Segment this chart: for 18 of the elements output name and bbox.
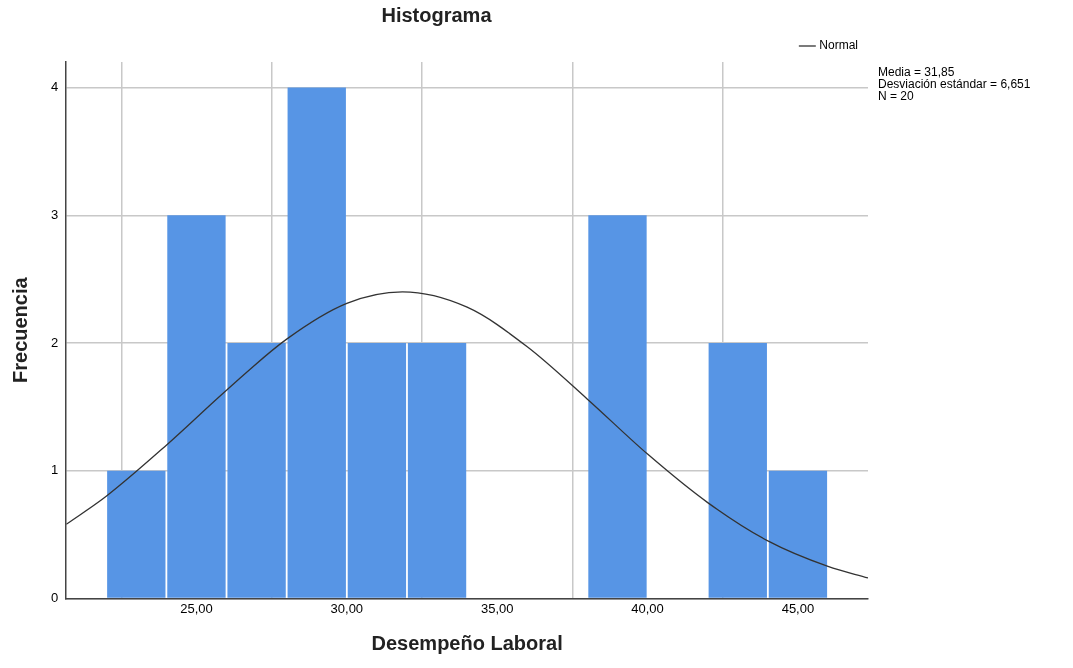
x-tick-label: 35,00	[480, 600, 514, 616]
legend-label: Normal	[819, 38, 858, 53]
line-series	[66, 291, 868, 579]
text: Media = 31,85	[878, 65, 955, 80]
y-axis-title: Frecuencia	[8, 276, 31, 383]
x-tick-label: 30,00	[330, 600, 364, 616]
x-tick-label: 25,00	[180, 600, 213, 616]
text: N = 20	[878, 89, 915, 104]
y-tick-label: 3	[51, 206, 59, 222]
x-tick-label: 45,00	[781, 600, 815, 616]
x-tick-label: 40,00	[631, 600, 664, 616]
y-tick-label: 0	[51, 589, 59, 605]
text: Desviación estándar = 6,651	[878, 77, 1031, 92]
x-axis-title: Desempeño Laboral	[371, 631, 563, 654]
y-tick-label: 2	[51, 334, 59, 350]
y-tick-label: 4	[51, 79, 59, 95]
chart-title: Histograma	[381, 3, 493, 26]
y-tick-label: 1	[51, 462, 59, 478]
